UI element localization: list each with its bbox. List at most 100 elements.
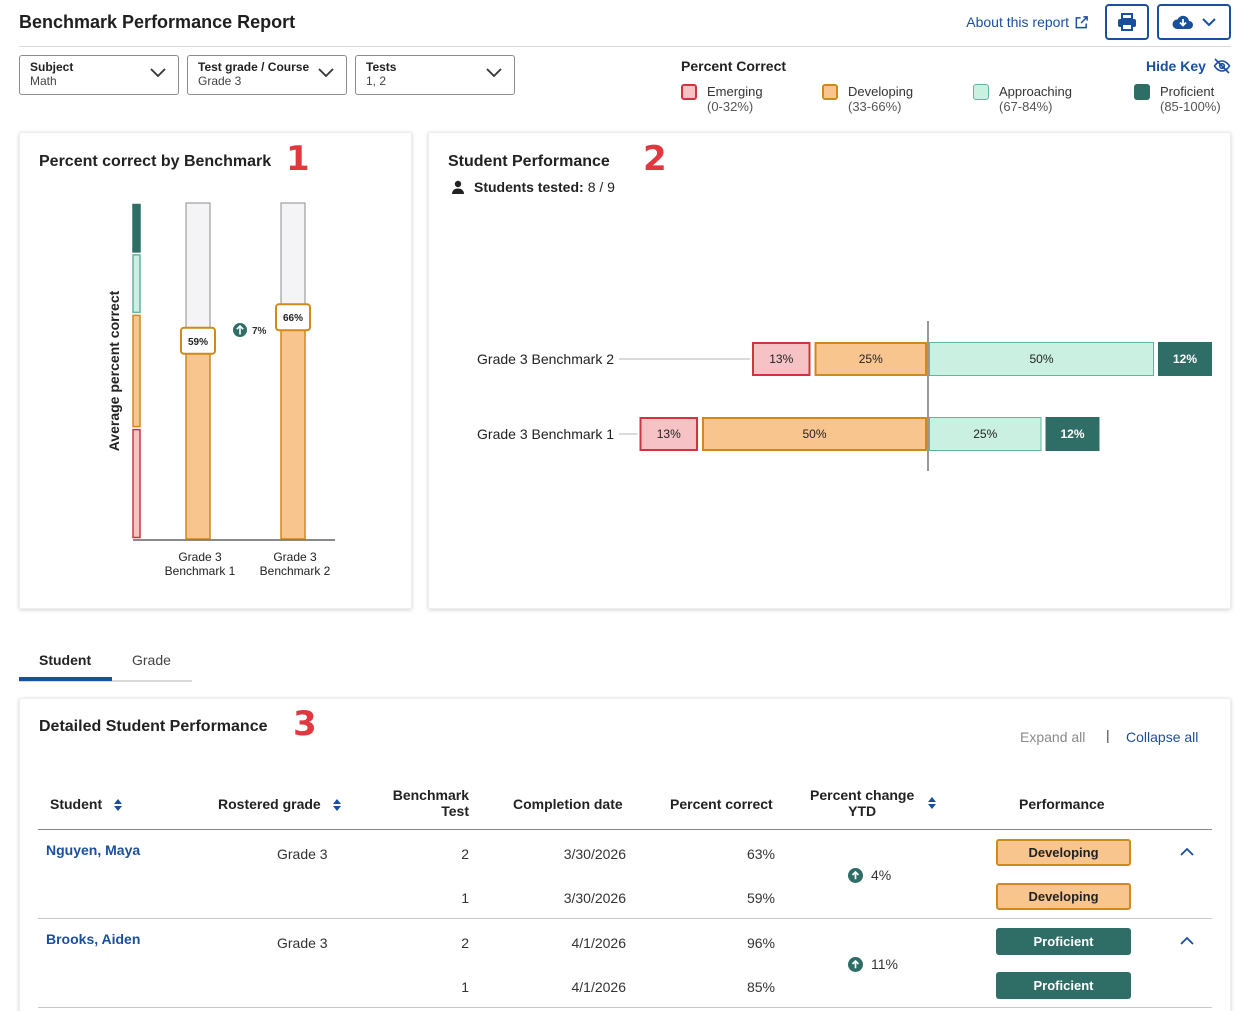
segment-label: 25% — [859, 352, 883, 366]
percent-change-cell: 11% — [848, 956, 898, 972]
tests-select-label: Tests — [366, 60, 397, 74]
collapse-row-chevron-up-icon[interactable] — [1180, 936, 1194, 945]
page-title: Benchmark Performance Report — [19, 12, 296, 32]
key-item-name: Emerging — [707, 84, 763, 99]
rostered-grade-column-header[interactable]: Rostered grade — [218, 796, 341, 812]
key-item-range: (33-66%) — [848, 99, 902, 114]
category-label: Grade 3 Benchmark 1 — [477, 426, 614, 442]
segment-emerging — [639, 417, 698, 451]
about-report-link[interactable]: About this report — [966, 14, 1089, 30]
download-menu-button[interactable] — [1157, 4, 1231, 40]
bar-value-label: 59% — [188, 337, 208, 348]
hide-key-button[interactable]: Hide Key — [1146, 58, 1231, 74]
performance-column-header: Performance — [1019, 796, 1105, 812]
completion-date-cell: 4/1/2026 — [571, 979, 627, 995]
student-name-link[interactable]: Brooks, Aiden — [46, 931, 141, 947]
bar — [280, 316, 306, 540]
students-tested-label: Students tested: — [474, 179, 584, 195]
percent-change-column-header[interactable]: Percent change YTD — [810, 787, 937, 819]
percent-correct-panel: Percent correct by Benchmark 1 Average p… — [19, 132, 412, 609]
approaching-swatch — [973, 84, 989, 100]
scale-band-proficient — [132, 203, 141, 253]
column-label: Test — [441, 803, 469, 819]
performance-stacked-chart: Grade 3 Benchmark 2 13% 25% 50% 12% Grade 3 B… — [477, 321, 1212, 471]
completion-date-cell: 3/30/2026 — [563, 890, 626, 906]
segment-label: 25% — [973, 427, 997, 441]
segment-label: 13% — [657, 427, 681, 441]
benchmark-test-cell: 1 — [461, 890, 469, 906]
print-button[interactable] — [1105, 4, 1149, 40]
header-divider — [38, 829, 1212, 830]
chevron-down-icon — [486, 68, 502, 78]
panel-title: Detailed Student Performance — [39, 718, 268, 735]
key-item-name: Developing — [848, 84, 914, 99]
key-item-emerging: Emerging (0-32%) — [681, 84, 763, 114]
segment-label: 12% — [1060, 427, 1084, 441]
test-grade-select[interactable]: Test grade / Course Grade 3 — [187, 55, 347, 95]
subject-select[interactable]: Subject Math — [19, 55, 179, 95]
scale-band-emerging — [132, 428, 141, 539]
performance-badge: Proficient — [996, 928, 1131, 955]
segment-label: 50% — [802, 427, 826, 441]
external-link-icon — [1075, 15, 1088, 28]
students-tested: Students tested: 8 / 9 — [451, 179, 615, 195]
arrow-up-glyph — [236, 324, 244, 335]
panel-number: 2 — [643, 139, 667, 179]
segment-developing — [814, 342, 927, 376]
segment-proficient — [1045, 417, 1100, 451]
panel-number: 3 — [293, 704, 317, 744]
proficient-swatch — [1134, 84, 1150, 100]
benchmark-test-column-header: Benchmark Test — [380, 787, 469, 819]
key-item-name: Proficient — [1160, 84, 1215, 99]
segment-emerging — [752, 342, 811, 376]
x-tick-label: Grade 3 — [273, 550, 317, 564]
column-label: YTD — [848, 803, 877, 819]
benchmark-column-chart: Average percent correct 59%Grade 3Benchma… — [106, 202, 335, 578]
bar — [185, 340, 211, 540]
student-column-header[interactable]: Student — [50, 796, 122, 812]
hide-key-label: Hide Key — [1146, 58, 1206, 74]
collapse-all-link[interactable]: Collapse all — [1126, 729, 1199, 745]
tests-select[interactable]: Tests 1, 2 — [355, 55, 515, 95]
benchmark-test-cell: 1 — [461, 979, 469, 995]
bar-value-box — [275, 303, 311, 332]
expand-all-link[interactable]: Expand all — [1020, 729, 1086, 745]
percent-correct-cell: 85% — [746, 979, 775, 995]
completion-date-cell: 4/1/2026 — [571, 935, 627, 951]
chevron-down-icon — [150, 68, 166, 78]
x-tick-label: Benchmark 2 — [260, 564, 331, 578]
percent-correct-cell: 96% — [746, 935, 775, 951]
benchmark-test-cell: 2 — [461, 846, 469, 862]
arrow-up-circle-icon — [848, 956, 863, 972]
person-icon — [452, 180, 464, 194]
sort-icon — [332, 799, 341, 812]
column-label: Benchmark — [392, 787, 469, 803]
percent-correct-cell: 59% — [746, 890, 775, 906]
students-tested-value: 8 / 9 — [587, 179, 615, 195]
bar-track — [280, 202, 306, 318]
sort-icon — [928, 797, 937, 809]
category-label: Grade 3 Benchmark 2 — [477, 351, 614, 367]
segment-developing — [702, 417, 927, 451]
segment-approaching — [929, 342, 1154, 376]
row-divider — [38, 1007, 1212, 1008]
row-divider — [38, 918, 1212, 919]
test-grade-select-label: Test grade / Course — [198, 60, 310, 74]
column-label: Student — [50, 796, 103, 812]
view-tabs: Student Grade — [19, 646, 192, 682]
tab-student[interactable]: Student — [39, 652, 92, 668]
student-performance-panel: Student Performance 2 Students tested: 8… — [428, 132, 1231, 609]
sort-icon — [114, 799, 122, 812]
collapse-row-chevron-up-icon[interactable] — [1180, 847, 1194, 856]
performance-badge: Developing — [996, 883, 1131, 910]
emerging-swatch — [681, 84, 697, 100]
tab-grade[interactable]: Grade — [132, 652, 171, 668]
bar-value-label: 66% — [283, 313, 303, 324]
segment-label: 12% — [1173, 352, 1197, 366]
tests-select-value: 1, 2 — [366, 74, 387, 88]
change-label: 7% — [252, 326, 267, 337]
top-bar: Benchmark Performance Report About this … — [19, 0, 1231, 47]
test-grade-select-value: Grade 3 — [198, 74, 242, 88]
student-name-link[interactable]: Nguyen, Maya — [46, 842, 141, 858]
change-indicator: 7% — [233, 323, 267, 337]
